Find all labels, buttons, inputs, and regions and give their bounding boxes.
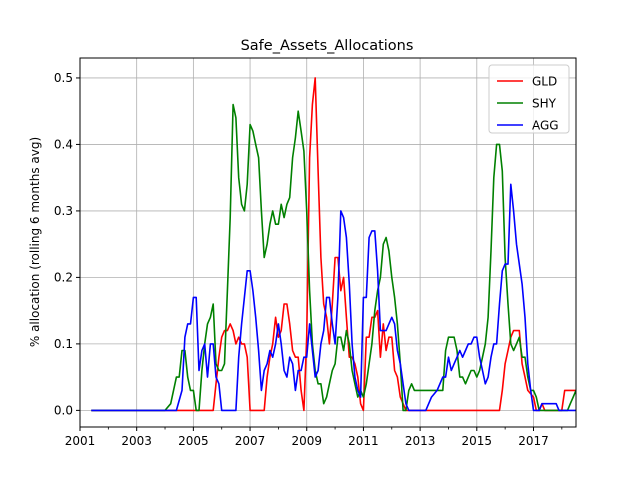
series-line-shy [91, 103, 576, 412]
x-tick-label: 2005 [178, 434, 209, 448]
x-axis-ticks: 2001 2003 2005 2007 2009 2011 2013 2015 2017 [65, 427, 563, 448]
series-line-agg [91, 183, 576, 412]
y-tick-label: 0.2 [54, 271, 73, 285]
y-tick-label: 0.4 [54, 138, 73, 152]
legend: GLD SHY AGG [488, 64, 570, 134]
x-tick-label: 2017 [518, 434, 549, 448]
y-tick-label: 0.5 [54, 71, 73, 85]
y-tick-label: 0.1 [54, 337, 73, 351]
legend-label-shy: SHY [532, 96, 557, 110]
y-axis-ticks: 0.0 0.1 0.2 0.3 0.4 0.5 [54, 71, 80, 418]
x-tick-label: 2001 [65, 434, 96, 448]
x-tick-label: 2009 [291, 434, 322, 448]
x-tick-label: 2003 [121, 434, 152, 448]
x-tick-label: 2015 [462, 434, 493, 448]
series-line-gld [91, 77, 576, 412]
x-tick-label: 2013 [405, 434, 436, 448]
chart-title: Safe_Assets_Allocations [241, 38, 414, 54]
y-tick-label: 0.3 [54, 204, 73, 218]
legend-box [488, 64, 570, 134]
y-axis-label: % allocation (rolling 6 months avg) [28, 137, 42, 347]
x-tick-label: 2011 [348, 434, 379, 448]
legend-label-gld: GLD [532, 74, 557, 88]
series-lines [91, 77, 576, 412]
x-tick-label: 2007 [235, 434, 266, 448]
legend-label-agg: AGG [532, 118, 559, 132]
axes-frame [79, 57, 577, 428]
y-tick-label: 0.0 [54, 404, 73, 418]
